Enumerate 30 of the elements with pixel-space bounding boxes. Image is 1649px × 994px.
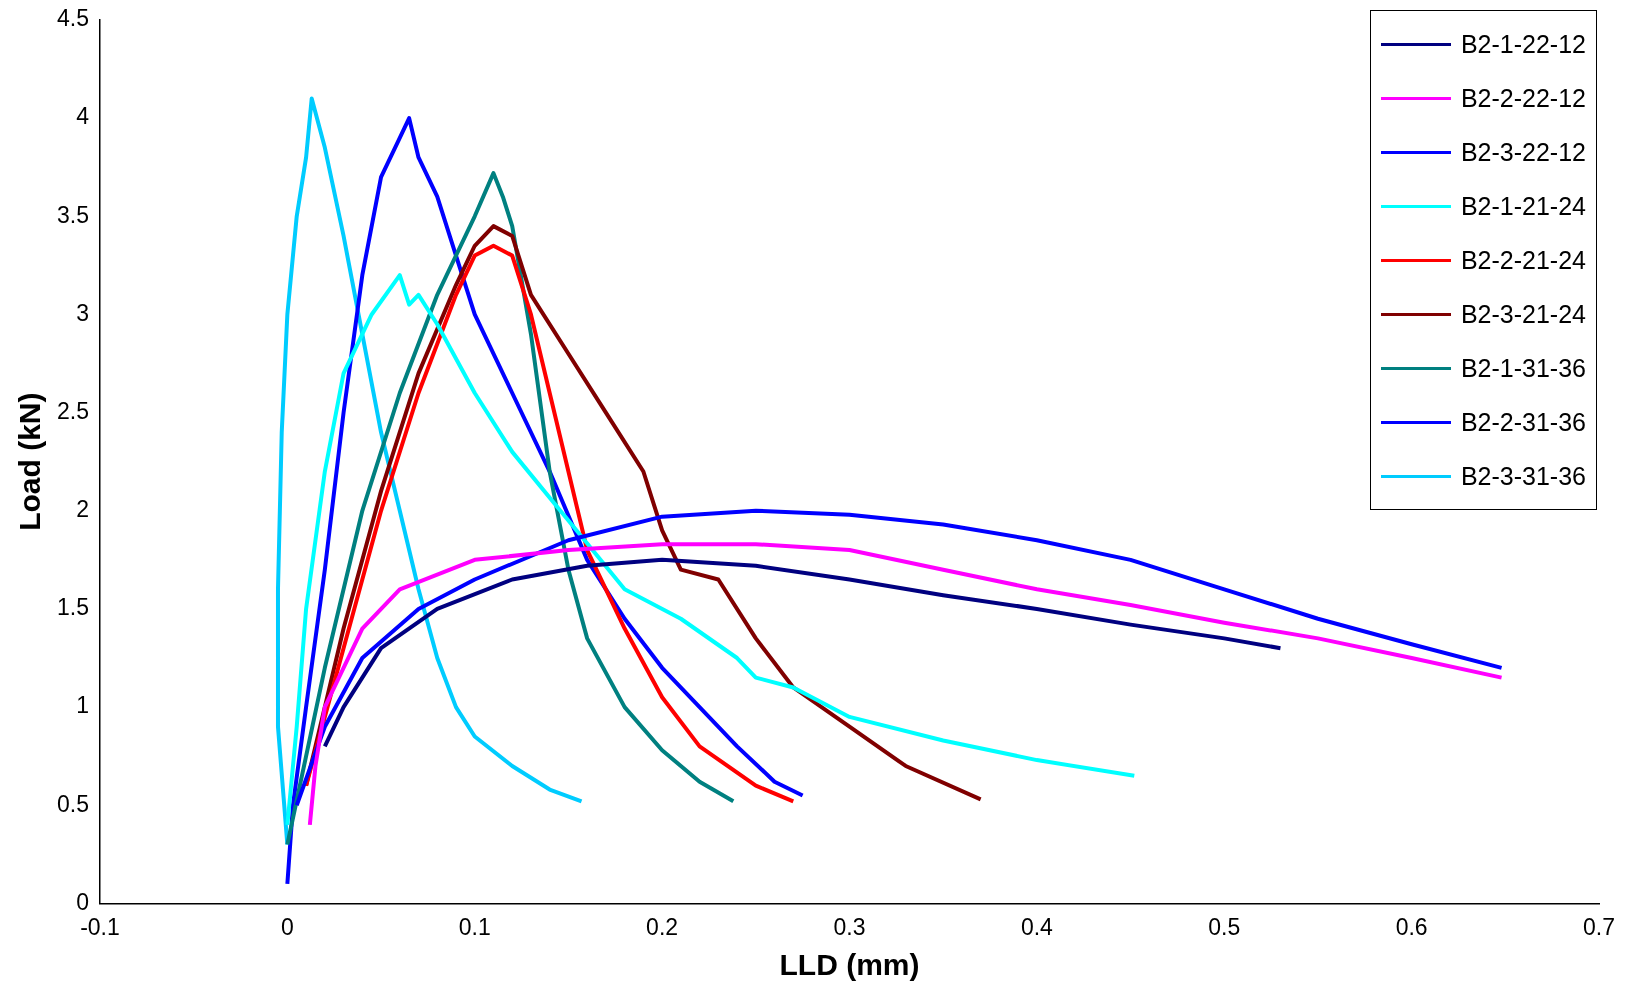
x-tick-label: 0.7 [1583,913,1615,940]
x-tick-label: 0.3 [833,913,866,940]
y-tick-label: 2 [76,496,89,523]
y-tick-label: 4 [76,103,90,130]
legend-label: B2-3-22-12 [1460,137,1586,167]
x-tick-label: 0.4 [1020,913,1054,940]
x-tick-label: 0 [280,913,294,940]
y-tick-label: 1.5 [56,594,89,621]
y-tick-label: 2.5 [56,397,89,424]
y-tick-label: 3 [76,299,89,326]
legend-label: B2-3-31-36 [1460,461,1586,491]
y-tick-label: 3.5 [56,201,89,228]
legend-label: B2-2-31-36 [1460,407,1586,437]
x-tick-label: -0.1 [80,913,120,940]
x-tick-label: 0.1 [458,913,491,940]
legend-label: B2-2-22-12 [1460,83,1586,113]
x-axis-title: LLD (mm) [779,948,920,982]
legend-label: B2-1-22-12 [1460,29,1586,59]
legend-label: B2-2-21-24 [1460,245,1586,275]
legend-label: B2-1-31-36 [1460,353,1586,383]
y-axis-title: Load (kN) [13,392,47,531]
legend-label: B2-1-21-24 [1460,191,1586,221]
y-tick-label: 1 [76,692,89,719]
y-tick-label: 0 [76,888,89,915]
x-tick-label: 0.6 [1395,913,1428,940]
legend-label: B2-3-21-24 [1460,299,1586,329]
x-tick-label: 0.5 [1208,913,1241,940]
x-tick-label: 0.2 [646,913,679,940]
y-tick-label: 4.5 [56,5,89,32]
y-tick-label: 0.5 [56,790,89,817]
